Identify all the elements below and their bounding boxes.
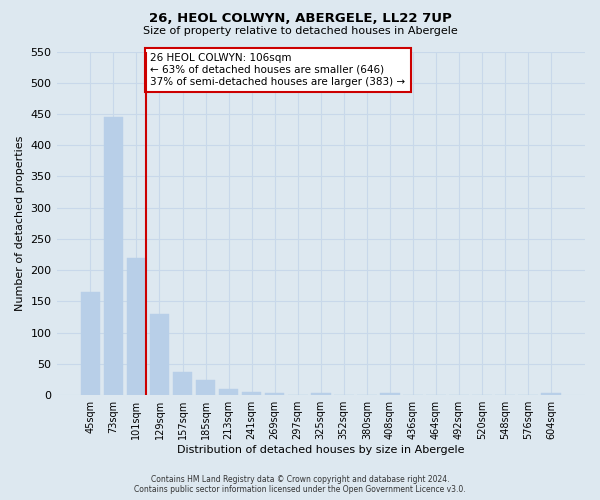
Bar (541, 394, 561, 395)
Text: Size of property relative to detached houses in Abergele: Size of property relative to detached ho… (143, 26, 457, 36)
Bar (265, 394, 284, 395)
Bar (380, 394, 400, 395)
X-axis label: Distribution of detached houses by size in Abergele: Distribution of detached houses by size … (177, 445, 464, 455)
Text: 26, HEOL COLWYN, ABERGELE, LL22 7UP: 26, HEOL COLWYN, ABERGELE, LL22 7UP (149, 12, 451, 26)
Bar (311, 394, 331, 395)
Text: Contains HM Land Registry data © Crown copyright and database right 2024.
Contai: Contains HM Land Registry data © Crown c… (134, 474, 466, 494)
Text: 26 HEOL COLWYN: 106sqm
← 63% of detached houses are smaller (646)
37% of semi-de: 26 HEOL COLWYN: 106sqm ← 63% of detached… (150, 54, 406, 86)
Bar (219, 389, 238, 395)
Y-axis label: Number of detached properties: Number of detached properties (15, 136, 25, 311)
Bar (149, 314, 169, 395)
Bar (104, 117, 123, 395)
Bar (196, 380, 215, 395)
Bar (80, 292, 100, 395)
Bar (242, 392, 262, 395)
Bar (127, 258, 146, 395)
Bar (173, 372, 193, 395)
